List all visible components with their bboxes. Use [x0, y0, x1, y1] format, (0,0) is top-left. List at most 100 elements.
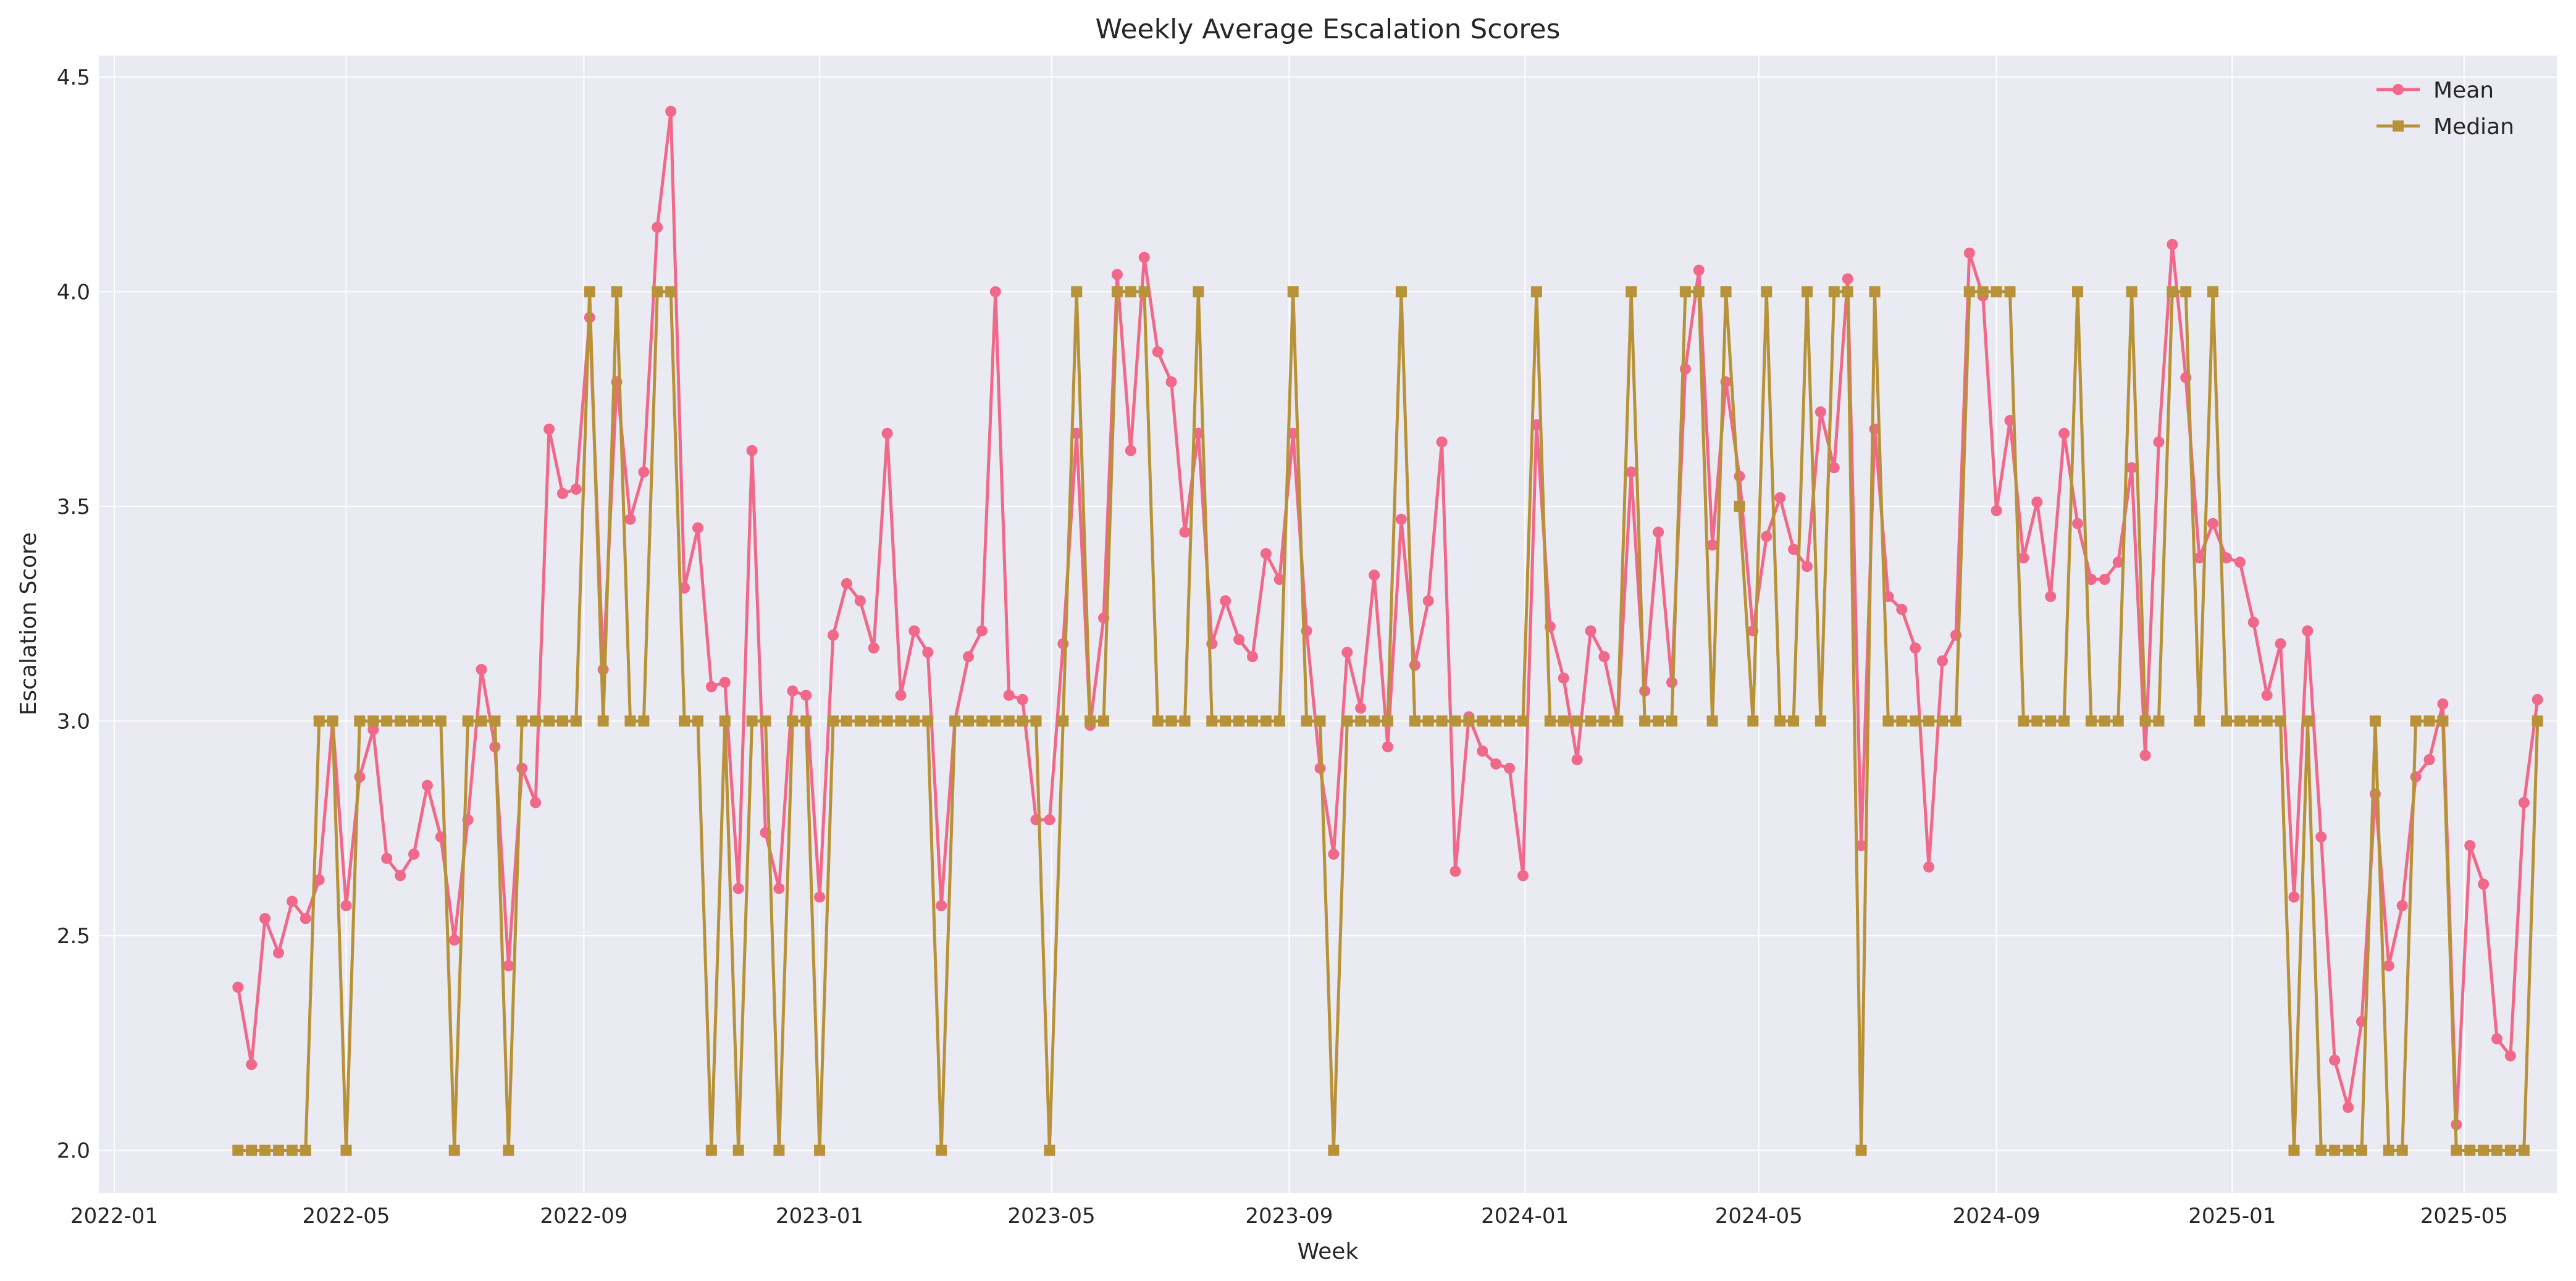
- data-point-mean: [692, 522, 703, 534]
- data-point-mean: [2329, 1054, 2341, 1066]
- data-point-median: [2045, 715, 2057, 727]
- data-point-median: [1963, 286, 1975, 298]
- x-tick-label: 2023-01: [776, 1204, 863, 1228]
- y-tick-label: 2.0: [57, 1138, 90, 1163]
- data-point-mean: [1355, 702, 1367, 714]
- data-point-median: [1206, 715, 1218, 727]
- data-point-mean: [232, 981, 244, 993]
- data-point-mean: [814, 891, 826, 903]
- chart-title: Weekly Average Escalation Scores: [1096, 14, 1561, 45]
- data-point-median: [719, 715, 731, 727]
- data-point-mean: [2072, 518, 2084, 529]
- data-point-median: [1666, 715, 1677, 727]
- data-point-mean: [1422, 595, 1434, 607]
- data-point-mean: [2112, 556, 2124, 568]
- data-point-median: [1233, 715, 1245, 727]
- data-point-median: [1057, 715, 1069, 727]
- data-point-mean: [1693, 264, 1705, 276]
- data-point-median: [2478, 1144, 2490, 1156]
- data-point-median: [1463, 715, 1475, 727]
- x-axis-ticks: 2022-01 2022-05 2022-09 2023-01 2023-05 2023-…: [70, 1204, 2508, 1228]
- data-point-median: [2167, 286, 2178, 298]
- series-layer: [232, 106, 2543, 1156]
- x-axis-label: Week: [1298, 1239, 1359, 1264]
- data-point-median: [1801, 286, 1813, 298]
- data-point-mean: [1220, 595, 1231, 607]
- data-point-mean: [746, 445, 758, 456]
- data-point-median: [286, 1144, 298, 1156]
- data-point-median: [1504, 715, 1516, 727]
- data-point-mean: [1341, 647, 1353, 658]
- data-point-mean: [448, 934, 460, 946]
- data-point-mean: [2261, 689, 2273, 701]
- data-point-mean: [556, 487, 568, 499]
- data-point-median: [1558, 715, 1569, 727]
- data-point-median: [421, 715, 433, 727]
- data-point-mean: [1585, 625, 1596, 637]
- data-point-mean: [2167, 238, 2178, 250]
- data-point-median: [435, 715, 447, 727]
- data-point-mean: [881, 427, 893, 439]
- data-point-mean: [1801, 561, 1813, 573]
- data-point-median: [963, 715, 975, 727]
- x-tick-label: 2024-09: [1953, 1204, 2041, 1228]
- data-point-mean: [1571, 754, 1583, 765]
- data-point-median: [2180, 286, 2192, 298]
- data-point-mean: [1842, 273, 1853, 285]
- data-point-median: [408, 715, 420, 727]
- data-point-median: [272, 1144, 284, 1156]
- data-point-median: [476, 715, 487, 727]
- data-point-median: [800, 715, 812, 727]
- data-point-median: [2423, 715, 2435, 727]
- data-point-median: [1152, 715, 1164, 727]
- x-tick-label: 2022-09: [540, 1204, 627, 1228]
- data-point-mean: [1774, 492, 1786, 503]
- data-point-mean: [421, 779, 433, 791]
- data-point-median: [638, 715, 650, 727]
- data-point-mean: [313, 874, 325, 886]
- data-point-median: [1720, 286, 1732, 298]
- data-point-median: [1220, 715, 1231, 727]
- data-point-median: [2329, 1144, 2341, 1156]
- data-point-median: [2031, 715, 2043, 727]
- data-point-median: [2451, 1144, 2462, 1156]
- data-point-mean: [1382, 741, 1393, 753]
- data-point-median: [313, 715, 325, 727]
- data-point-median: [462, 715, 474, 727]
- y-tick-label: 3.0: [57, 709, 90, 734]
- data-point-median: [448, 1144, 460, 1156]
- data-point-median: [2369, 715, 2381, 727]
- data-point-mean: [638, 466, 650, 478]
- data-point-mean: [2437, 698, 2449, 710]
- data-point-mean: [895, 689, 907, 701]
- data-point-median: [787, 715, 799, 727]
- data-point-mean: [2396, 900, 2408, 912]
- data-point-median: [1355, 715, 1367, 727]
- plot-area: [99, 56, 2557, 1193]
- data-point-mean: [503, 960, 514, 972]
- data-point-mean: [1490, 758, 1502, 770]
- data-point-mean: [2518, 797, 2530, 808]
- data-point-mean: [259, 913, 271, 925]
- data-point-median: [1950, 715, 1961, 727]
- data-point-median: [300, 1144, 311, 1156]
- data-point-mean: [2018, 552, 2029, 564]
- data-point-median: [1882, 715, 1894, 727]
- x-tick-label: 2024-01: [1481, 1204, 1569, 1228]
- legend-label-median: Median: [2433, 114, 2514, 140]
- data-point-median: [1030, 715, 1042, 727]
- data-point-median: [1314, 715, 1326, 727]
- x-tick-label: 2022-01: [70, 1204, 158, 1228]
- data-point-median: [1450, 715, 1461, 727]
- data-point-mean: [1923, 861, 1935, 873]
- data-point-median: [1179, 715, 1191, 727]
- data-point-median: [624, 715, 636, 727]
- data-point-median: [2343, 1144, 2354, 1156]
- data-point-mean: [2099, 574, 2110, 586]
- data-point-median: [1747, 715, 1759, 727]
- data-point-mean: [705, 681, 717, 692]
- data-point-median: [1382, 715, 1393, 727]
- data-point-mean: [1152, 346, 1164, 358]
- data-point-mean: [1653, 526, 1664, 538]
